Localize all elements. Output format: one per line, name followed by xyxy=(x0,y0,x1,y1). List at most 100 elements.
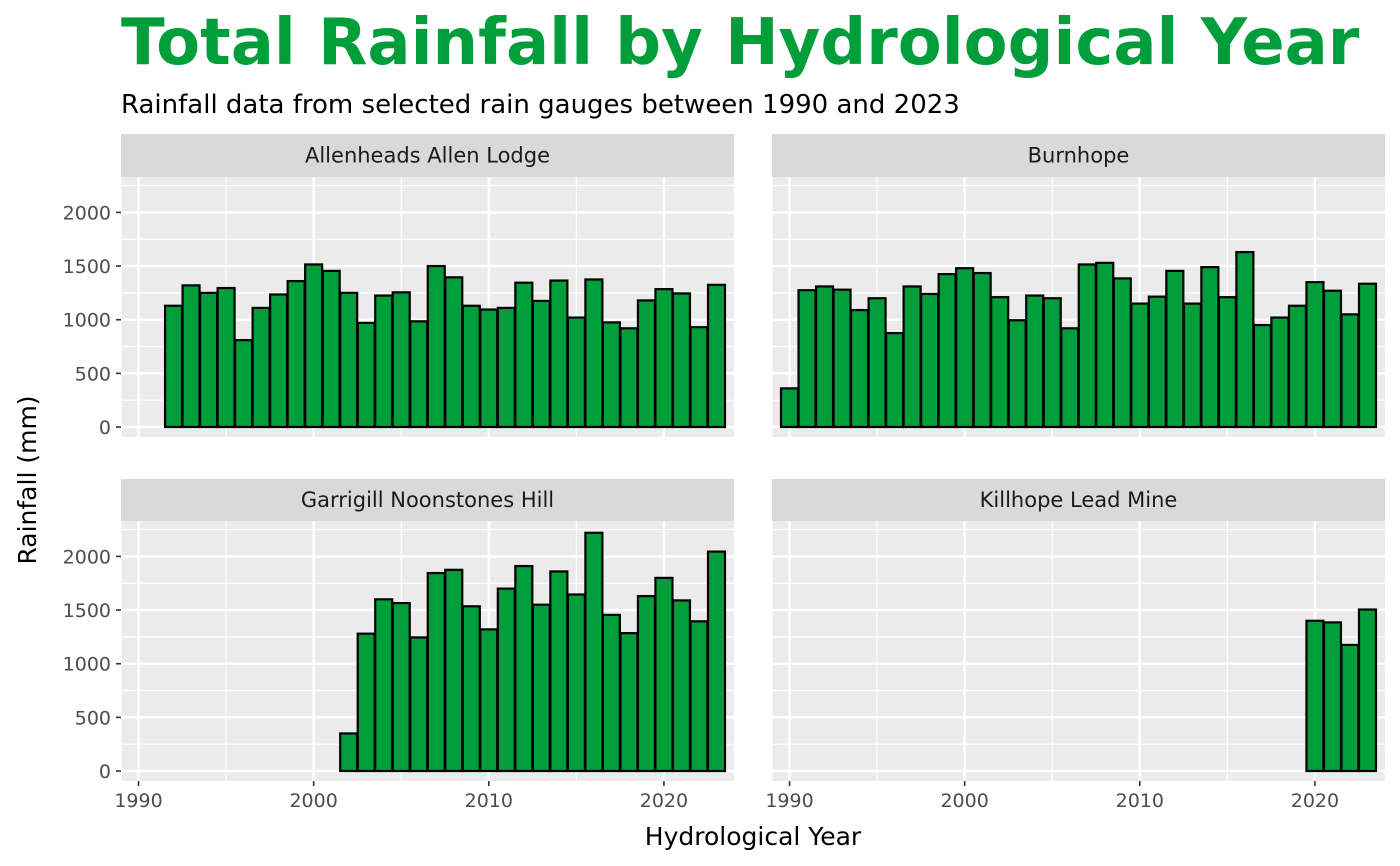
bar xyxy=(619,327,639,429)
panel-background xyxy=(772,521,1385,781)
bar xyxy=(1305,619,1325,773)
facet-label: Allenheads Allen Lodge xyxy=(305,144,550,168)
bar xyxy=(321,269,341,429)
facet-strip xyxy=(772,479,1385,521)
bar xyxy=(286,279,306,429)
x-tick-label: 2010 xyxy=(465,790,513,812)
bar xyxy=(920,292,940,429)
bar xyxy=(1322,621,1343,773)
bar xyxy=(251,306,271,429)
bar xyxy=(514,564,534,773)
bar xyxy=(198,291,219,429)
bar xyxy=(619,632,639,773)
facet-panel: Killhope Lead Mine 1990 2000 2010 2020 xyxy=(765,479,1385,812)
bar xyxy=(601,613,621,773)
bar xyxy=(461,304,481,429)
y-tick-label: 2000 xyxy=(63,546,111,568)
y-axis-title: Rainfall (mm) xyxy=(13,395,42,564)
bar xyxy=(339,291,359,429)
bar xyxy=(671,292,692,429)
bar xyxy=(181,284,201,429)
bar xyxy=(1095,261,1115,429)
facet-strip xyxy=(121,134,734,177)
bar xyxy=(426,571,446,773)
bar xyxy=(797,289,817,429)
bar xyxy=(549,570,569,773)
bar xyxy=(1025,294,1045,429)
bar xyxy=(1357,282,1378,429)
bar xyxy=(1217,296,1237,429)
bar xyxy=(937,273,957,429)
bar xyxy=(531,603,551,773)
bar xyxy=(374,598,394,773)
bar xyxy=(426,264,446,429)
bar xyxy=(479,308,499,429)
bar xyxy=(409,320,429,429)
bar xyxy=(1252,323,1272,429)
bar xyxy=(1042,297,1062,429)
bar xyxy=(584,531,604,773)
bar xyxy=(1182,302,1202,429)
y-tick-label: 1500 xyxy=(63,600,111,622)
x-tick-label: 2020 xyxy=(1291,790,1339,812)
bar xyxy=(1130,302,1150,429)
x-tick-label: 1990 xyxy=(114,790,162,812)
bar xyxy=(1322,289,1343,429)
bar xyxy=(867,297,887,429)
bar xyxy=(339,732,359,773)
bar xyxy=(1077,263,1097,429)
bar xyxy=(779,387,800,429)
bar xyxy=(955,267,975,429)
bar xyxy=(1340,643,1360,773)
bar xyxy=(566,593,586,773)
bar xyxy=(496,306,516,429)
bar xyxy=(885,332,905,429)
bar xyxy=(1270,316,1290,429)
bar xyxy=(902,285,922,429)
bar xyxy=(1287,304,1308,429)
y-tick-label: 500 xyxy=(75,707,111,729)
bar xyxy=(1340,313,1360,429)
bar xyxy=(636,595,657,773)
chart-subtitle: Rainfall data from selected rain gauges … xyxy=(121,90,960,120)
bar xyxy=(654,576,674,773)
bar xyxy=(706,550,727,773)
bar xyxy=(990,296,1010,429)
facet-label: Burnhope xyxy=(1028,144,1130,168)
x-tick-label: 2000 xyxy=(289,790,337,812)
bar xyxy=(832,288,852,429)
y-tick-label: 1000 xyxy=(63,654,111,676)
bar xyxy=(601,321,621,429)
x-axis-title: Hydrological Year xyxy=(645,822,862,851)
bar xyxy=(391,601,411,773)
bar xyxy=(374,294,394,429)
bar xyxy=(444,276,464,429)
bar xyxy=(636,299,657,429)
bar xyxy=(972,271,992,429)
y-tick-label: 1000 xyxy=(63,310,111,332)
facet-panel: Allenheads Allen Lodge 0 500 1000 1500 2000 xyxy=(63,134,734,439)
bar xyxy=(1147,295,1167,429)
bar xyxy=(531,299,551,429)
y-tick-label: 0 xyxy=(99,417,111,439)
facet-strip xyxy=(772,134,1385,177)
bar xyxy=(479,628,499,773)
facet-panels: Allenheads Allen Lodge 0 500 1000 1500 2000 Bu… xyxy=(63,134,1385,812)
bar xyxy=(391,291,411,429)
bar xyxy=(1305,281,1325,429)
bar xyxy=(356,321,376,429)
bar xyxy=(814,285,835,429)
bar xyxy=(1060,327,1080,429)
bar xyxy=(461,605,481,773)
bar xyxy=(496,587,516,773)
bar xyxy=(654,288,674,429)
bar xyxy=(689,620,709,773)
y-tick-label: 2000 xyxy=(63,202,111,224)
bar xyxy=(566,316,586,429)
bar xyxy=(849,308,870,429)
bar xyxy=(409,636,429,773)
bar xyxy=(163,304,184,429)
bar xyxy=(356,632,376,773)
bar xyxy=(269,293,289,429)
